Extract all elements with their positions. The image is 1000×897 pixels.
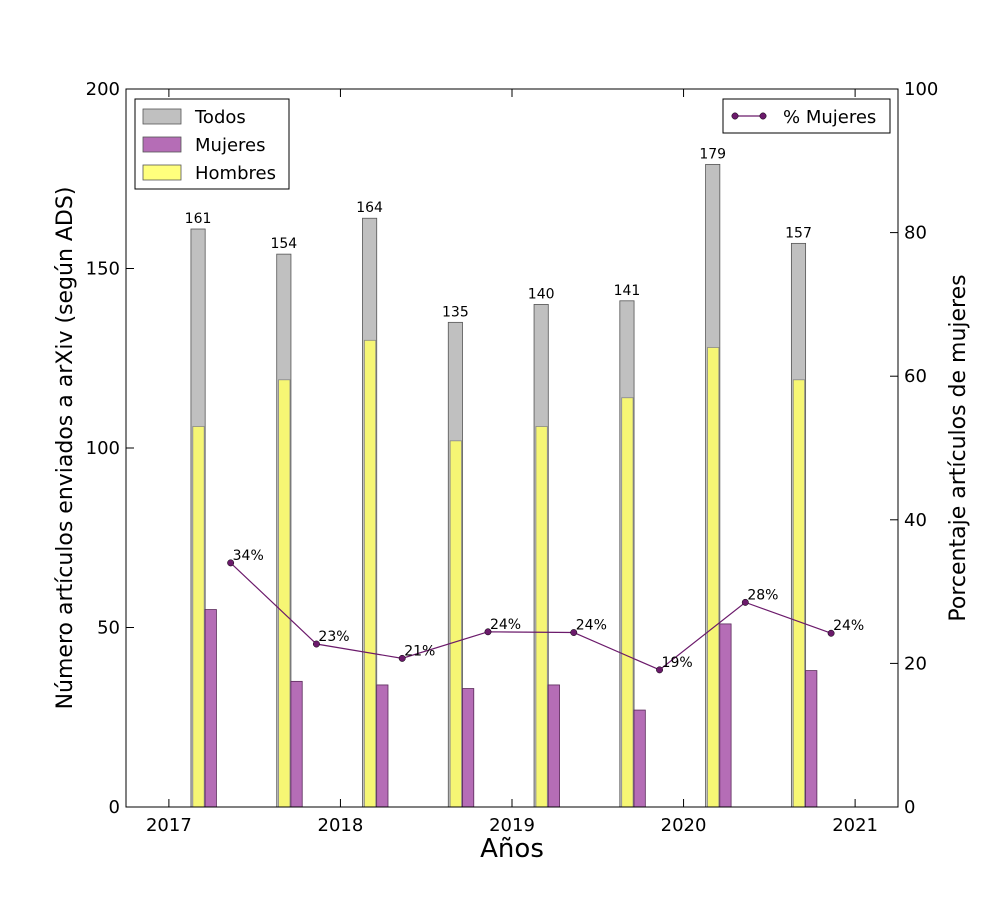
y2tick-label: 60	[904, 366, 927, 387]
line-pct-mujeres	[230, 562, 832, 671]
ytick-label: 150	[86, 259, 120, 280]
bar-mujeres	[633, 709, 646, 808]
pct-label: 19%	[662, 655, 693, 671]
pct-label: 24%	[490, 617, 521, 633]
pct-label: 24%	[833, 618, 864, 634]
legend-label: Todos	[194, 107, 246, 128]
legend-swatch	[142, 108, 182, 125]
ytick-label: 50	[97, 618, 120, 639]
bar-hombres	[707, 347, 720, 808]
ytick-label: 200	[86, 79, 120, 100]
legend-marker	[731, 112, 739, 120]
bar-hombres	[792, 379, 806, 808]
axes: 0 50 100 150 200 0 20 40 60 80 100 2017 2018 2019 2020…	[53, 79, 971, 864]
bar-label-todos: 164	[356, 200, 383, 216]
y2tick-label: 0	[904, 797, 915, 818]
pct-label: 28%	[747, 587, 778, 603]
y2-axis-title: Porcentaje artículos de mujeres	[946, 274, 971, 621]
point-pct-mujeres	[398, 654, 406, 662]
bar-label-todos: 179	[699, 146, 726, 162]
y2tick-label: 80	[904, 223, 927, 244]
ytick-label: 100	[86, 438, 120, 459]
pct-label: 21%	[404, 643, 435, 659]
point-pct-mujeres	[656, 666, 663, 674]
legend-swatch	[142, 136, 182, 153]
bar-label-todos: 135	[442, 304, 469, 320]
bar-mujeres	[547, 684, 560, 808]
legend-swatch	[142, 164, 182, 181]
legend-label: Mujeres	[195, 135, 265, 156]
point-pct-mujeres	[827, 629, 835, 637]
point-pct-mujeres	[227, 559, 235, 567]
bar-hombres	[363, 339, 377, 808]
point-pct-mujeres	[312, 640, 320, 648]
xtick-label: 2017	[146, 815, 192, 836]
pct-label: 23%	[318, 629, 349, 645]
bar-mujeres	[376, 684, 389, 808]
xtick-label: 2020	[661, 815, 707, 836]
bar-mujeres	[719, 623, 732, 808]
legend-label: Hombres	[195, 163, 276, 184]
point-pct-mujeres	[741, 598, 749, 606]
bar-label-todos: 154	[270, 236, 297, 252]
y2tick-label: 40	[904, 510, 927, 531]
bar-label-todos: 157	[785, 225, 812, 241]
bar-mujeres	[461, 688, 475, 808]
pct-label: 34%	[233, 548, 264, 564]
xtick-label: 2018	[318, 815, 364, 836]
bar-mujeres	[204, 609, 217, 808]
ytick-label: 0	[109, 797, 120, 818]
bar-mujeres	[290, 680, 303, 808]
point-pct-mujeres	[484, 628, 492, 636]
xtick-label: 2021	[832, 815, 878, 836]
x-axis-title: Años	[480, 834, 544, 864]
bar-mujeres	[805, 670, 818, 808]
legend-marker	[759, 112, 767, 120]
bar-label-todos: 140	[528, 286, 555, 302]
bar-hombres	[278, 379, 291, 808]
y-axis-title: Número artículos enviados a arXiv (según…	[53, 187, 78, 710]
bar-label-todos: 161	[185, 211, 212, 227]
bar-hombres	[449, 440, 462, 808]
point-pct-mujeres	[570, 629, 578, 636]
pct-label: 24%	[576, 618, 607, 634]
y2tick-label: 100	[904, 79, 938, 100]
bar-label-todos: 141	[614, 283, 641, 299]
legends: Todos Mujeres Hombres % Mujeres	[134, 98, 891, 190]
legend-label: % Mujeres	[783, 107, 876, 128]
bar-hombres	[192, 426, 205, 808]
bar-hombres	[621, 397, 634, 808]
bar-hombres	[535, 426, 548, 808]
y2tick-label: 20	[904, 653, 927, 674]
xtick-label: 2019	[489, 815, 535, 836]
series-pct-mujeres: 34% 23% 21% 24% 24% 19% 28% 24%	[227, 548, 864, 674]
